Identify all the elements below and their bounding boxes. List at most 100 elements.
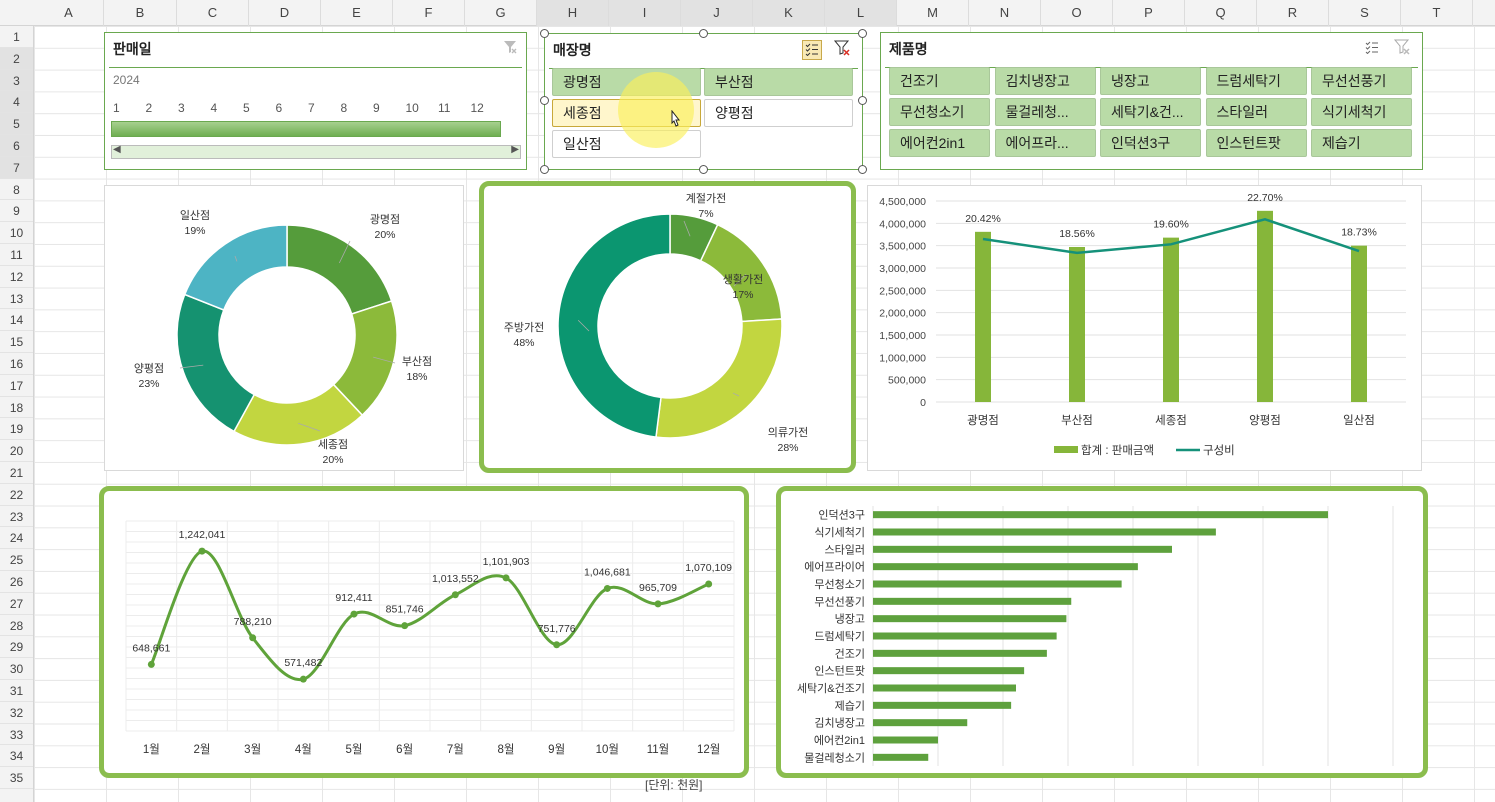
product-bar[interactable] xyxy=(873,511,1328,519)
product-item[interactable]: 물걸레청... xyxy=(994,98,1096,126)
row-header-34[interactable]: 34 xyxy=(0,745,33,768)
timeline-month[interactable]: 1 xyxy=(113,101,120,115)
resize-handle[interactable] xyxy=(540,165,549,174)
row-header-22[interactable]: 22 xyxy=(0,484,33,506)
product-bar[interactable] xyxy=(873,753,929,761)
store-item-busan[interactable]: 부산점 xyxy=(704,68,853,96)
timeline-scrollbar[interactable]: ◀ ▶ xyxy=(111,144,521,159)
resize-handle[interactable] xyxy=(540,96,549,105)
timeline-month[interactable]: 3 xyxy=(178,101,185,115)
column-header-S[interactable]: S xyxy=(1329,0,1401,26)
product-item[interactable]: 무선선풍기 xyxy=(1311,67,1412,95)
row-header-29[interactable]: 29 xyxy=(0,636,33,659)
bar[interactable] xyxy=(1069,247,1085,402)
donut-slice[interactable] xyxy=(655,318,783,439)
column-header-G[interactable]: G xyxy=(465,0,537,26)
data-point[interactable] xyxy=(603,584,611,592)
product-item[interactable]: 제습기 xyxy=(1311,129,1412,157)
bar[interactable] xyxy=(1163,237,1179,402)
data-point[interactable] xyxy=(249,634,257,642)
row-header-35[interactable]: 35 xyxy=(0,767,33,789)
data-point[interactable] xyxy=(198,547,206,555)
data-point[interactable] xyxy=(401,622,409,630)
bar[interactable] xyxy=(1257,210,1273,402)
filter-clear-icon[interactable] xyxy=(1392,39,1412,59)
product-slicer[interactable]: 제품명 건조기 김치냉장고 냉장고 드럼세탁기 무선선풍기 무선청소기 물걸레청... 세탁기… xyxy=(880,32,1423,170)
row-header-31[interactable]: 31 xyxy=(0,680,33,702)
timeline-month[interactable]: 8 xyxy=(340,101,348,115)
row-header-21[interactable]: 21 xyxy=(0,462,33,484)
row-header-23[interactable]: 23 xyxy=(0,506,33,528)
product-bar-chart[interactable]: -2004006008001,0001,2001,4001,600인덕션3구식기… xyxy=(776,486,1428,786)
row-header-15[interactable]: 15 xyxy=(0,331,33,353)
row-header-26[interactable]: 26 xyxy=(0,571,33,593)
data-point[interactable] xyxy=(350,610,358,618)
category-donut-chart[interactable]: 계절가전 7% 생활가전 17% 의류가전 28% 주방가전 48% xyxy=(479,181,856,473)
row-header-9[interactable]: 9 xyxy=(0,200,33,223)
product-bar[interactable] xyxy=(873,719,968,727)
row-header-6[interactable]: 6 xyxy=(0,135,33,157)
product-item[interactable]: 건조기 xyxy=(889,67,990,95)
product-bar[interactable] xyxy=(873,615,1067,623)
product-bar[interactable] xyxy=(873,649,1047,657)
column-header-N[interactable]: N xyxy=(969,0,1041,26)
resize-handle[interactable] xyxy=(540,29,549,38)
column-header-D[interactable]: D xyxy=(249,0,321,26)
column-header-K[interactable]: K xyxy=(753,0,825,26)
row-header-11[interactable]: 11 xyxy=(0,244,33,266)
row-header-33[interactable]: 33 xyxy=(0,724,33,746)
row-header-20[interactable]: 20 xyxy=(0,440,33,462)
store-slicer[interactable]: 매장명 광명점 부산점 세종점 양평점 일산점 xyxy=(544,33,863,170)
column-header-O[interactable]: O xyxy=(1041,0,1113,26)
bar[interactable] xyxy=(975,231,991,402)
resize-handle[interactable] xyxy=(699,165,708,174)
resize-handle[interactable] xyxy=(858,29,867,38)
column-header-F[interactable]: F xyxy=(393,0,465,26)
product-item[interactable]: 에어프라... xyxy=(994,129,1096,157)
column-header-L[interactable]: L xyxy=(825,0,897,26)
product-item[interactable]: 김치냉장고 xyxy=(994,67,1096,95)
product-item[interactable]: 에어컨2in1 xyxy=(889,129,990,157)
data-point[interactable] xyxy=(705,580,713,588)
row-header-1[interactable]: 1 xyxy=(0,26,33,48)
row-header-8[interactable]: 8 xyxy=(0,179,33,201)
multi-select-icon[interactable] xyxy=(1362,39,1382,59)
row-header-14[interactable]: 14 xyxy=(0,309,33,332)
resize-handle[interactable] xyxy=(858,165,867,174)
resize-handle[interactable] xyxy=(858,96,867,105)
product-bar[interactable] xyxy=(873,597,1072,605)
bar[interactable] xyxy=(1351,245,1367,402)
column-header-H[interactable]: H xyxy=(537,0,609,26)
timeline-month[interactable]: 12 xyxy=(470,101,484,115)
timeline-month[interactable]: 9 xyxy=(373,101,380,115)
product-bar[interactable] xyxy=(873,563,1138,571)
product-item[interactable]: 인스턴트팟 xyxy=(1205,129,1307,157)
timeline-month[interactable]: 6 xyxy=(275,101,283,115)
product-item[interactable]: 스타일러 xyxy=(1205,98,1307,126)
timeline-month[interactable]: 7 xyxy=(308,101,315,115)
product-item[interactable]: 세탁기&건... xyxy=(1100,98,1201,126)
data-point[interactable] xyxy=(299,675,307,683)
monthly-sales-line-chart[interactable]: 648,661 1월 1,242,041 2월 788,210 3월 571,482 4월 91… xyxy=(99,486,749,778)
donut-slice[interactable] xyxy=(176,293,256,433)
scroll-right-icon[interactable]: ▶ xyxy=(511,144,519,155)
product-bar[interactable] xyxy=(873,701,1012,709)
timeline-month[interactable]: 4 xyxy=(210,101,218,115)
timeline-slicer[interactable]: 판매일 2024 1 2 3 4 5 6 7 8 9 10 11 12 ◀ ▶ xyxy=(104,32,527,170)
data-point[interactable] xyxy=(147,660,155,668)
row-header-17[interactable]: 17 xyxy=(0,375,33,397)
product-item[interactable]: 인덕션3구 xyxy=(1100,129,1201,157)
timeline-month[interactable]: 2 xyxy=(145,101,153,115)
column-header-E[interactable]: E xyxy=(321,0,393,26)
multi-select-icon[interactable] xyxy=(802,40,822,60)
row-header-16[interactable]: 16 xyxy=(0,353,33,375)
store-item-yangpyeong[interactable]: 양평점 xyxy=(704,99,853,127)
store-donut-chart[interactable]: 광명점 20% 부산점 18% 세종점 20% 양평점 23% 일산점 19% xyxy=(104,185,464,471)
timeline-range-bar[interactable] xyxy=(111,121,501,137)
data-point[interactable] xyxy=(502,574,510,582)
row-header-24[interactable]: 24 xyxy=(0,527,33,550)
product-item[interactable]: 냉장고 xyxy=(1100,67,1201,95)
column-header-M[interactable]: M xyxy=(897,0,969,26)
product-bar[interactable] xyxy=(873,528,1216,536)
column-header-T[interactable]: T xyxy=(1401,0,1473,26)
